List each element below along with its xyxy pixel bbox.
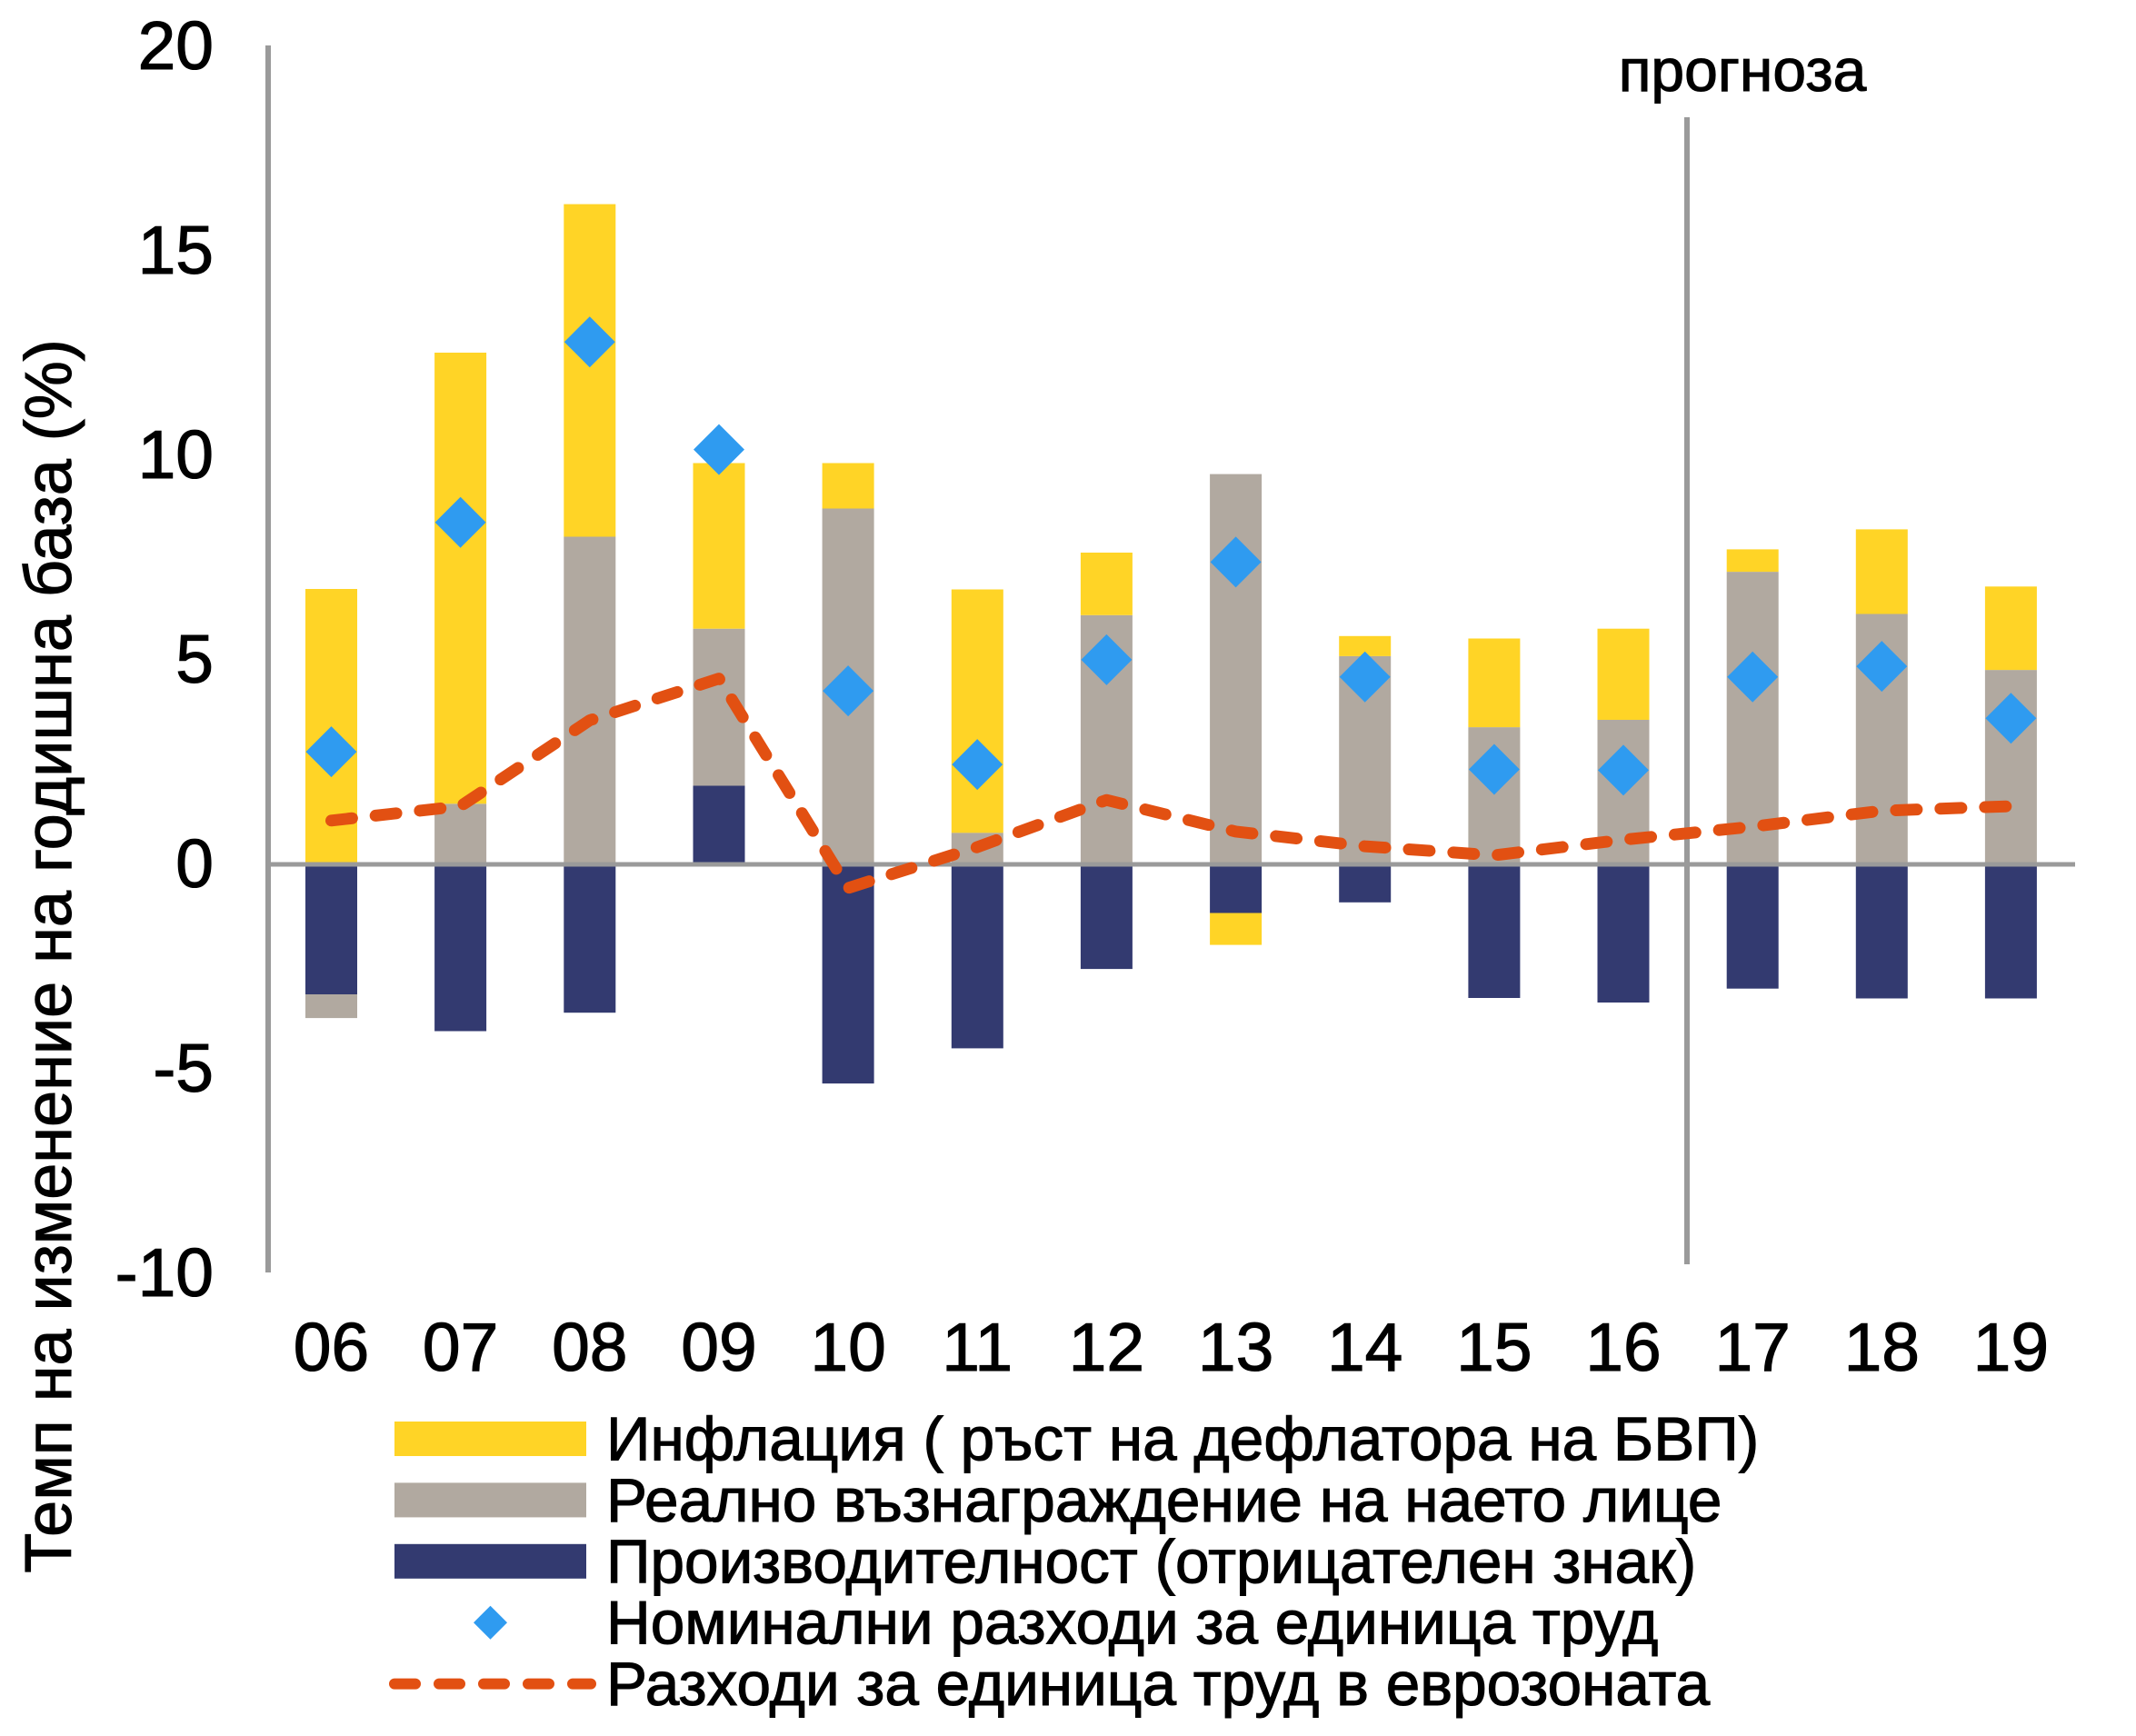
svg-text:11: 11: [942, 1309, 1013, 1385]
svg-text:Разходи за единица труд в евро: Разходи за единица труд в еврозоната: [606, 1651, 1711, 1719]
svg-text:08: 08: [552, 1309, 627, 1385]
svg-text:-5: -5: [153, 1030, 214, 1106]
svg-text:18: 18: [1844, 1309, 1920, 1385]
svg-text:15: 15: [1456, 1309, 1532, 1385]
svg-text:09: 09: [681, 1309, 756, 1385]
svg-text:06: 06: [294, 1309, 369, 1385]
svg-text:прогноза: прогноза: [1619, 36, 1867, 104]
svg-text:14: 14: [1327, 1309, 1402, 1385]
svg-text:Номинални разходи за единица т: Номинални разходи за единица труд: [606, 1590, 1658, 1658]
svg-text:5: 5: [175, 621, 214, 697]
svg-text:10: 10: [138, 416, 214, 493]
svg-text:Реално възнаграждение на наето: Реално възнаграждение на наето лице: [606, 1467, 1722, 1535]
svg-text:20: 20: [138, 7, 214, 84]
svg-text:Темп на изменение на годишна б: Темп на изменение на годишна база (%): [13, 339, 85, 1573]
svg-text:17: 17: [1714, 1309, 1790, 1385]
svg-text:19: 19: [1973, 1309, 2049, 1385]
svg-text:13: 13: [1198, 1309, 1273, 1385]
svg-text:12: 12: [1069, 1309, 1144, 1385]
svg-text:07: 07: [423, 1309, 498, 1385]
svg-text:16: 16: [1585, 1309, 1661, 1385]
svg-text:-10: -10: [115, 1234, 214, 1311]
svg-text:15: 15: [138, 212, 214, 288]
svg-text:Инфлация ( ръст на дефлатора н: Инфлация ( ръст на дефлатора на БВП): [606, 1406, 1759, 1474]
svg-text:Производителност (отрицателен: Производителност (отрицателен знак): [606, 1528, 1696, 1596]
svg-text:0: 0: [175, 825, 214, 902]
svg-text:10: 10: [810, 1309, 885, 1385]
